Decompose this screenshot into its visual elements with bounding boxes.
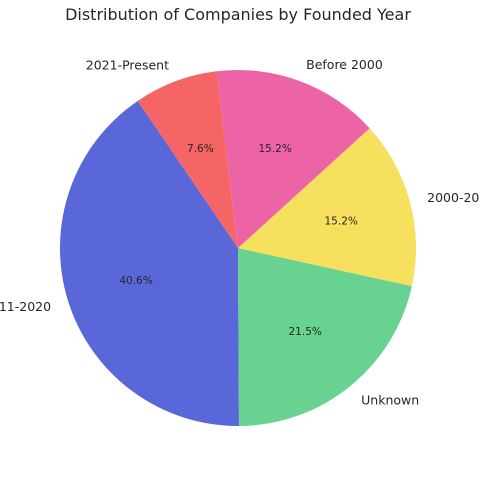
pie-slice-before-2000 xyxy=(216,69,370,248)
pie-slice-2000-2010 xyxy=(238,128,416,287)
pie-slice-unknown xyxy=(238,248,412,426)
pct-label-2011-2020: 40.6% xyxy=(119,275,152,287)
pct-label-before-2000: 15.2% xyxy=(258,143,291,155)
pie-slices xyxy=(59,69,416,427)
chart-title: Distribution of Companies by Founded Yea… xyxy=(65,5,411,24)
slice-label-before-2000: Before 2000 xyxy=(306,57,383,72)
pct-label-unknown: 21.5% xyxy=(289,326,322,338)
pie-slice-2021-present xyxy=(137,71,238,248)
pct-label-2021-present: 7.6% xyxy=(187,143,214,155)
pct-label-2000-2010: 15.2% xyxy=(325,215,358,227)
pie-labels: 40.6% 2011-2020 21.5% Unknown 15.2% 2000-2010… xyxy=(0,57,480,408)
slice-label-2011-2020: 2011-2020 xyxy=(0,299,51,314)
slice-label-2021-present: 2021-Present xyxy=(86,57,169,72)
pie-slice-2011-2020 xyxy=(59,100,239,427)
slice-label-unknown: Unknown xyxy=(361,393,419,408)
slice-label-2000-2010: 2000-2010 xyxy=(427,190,480,205)
